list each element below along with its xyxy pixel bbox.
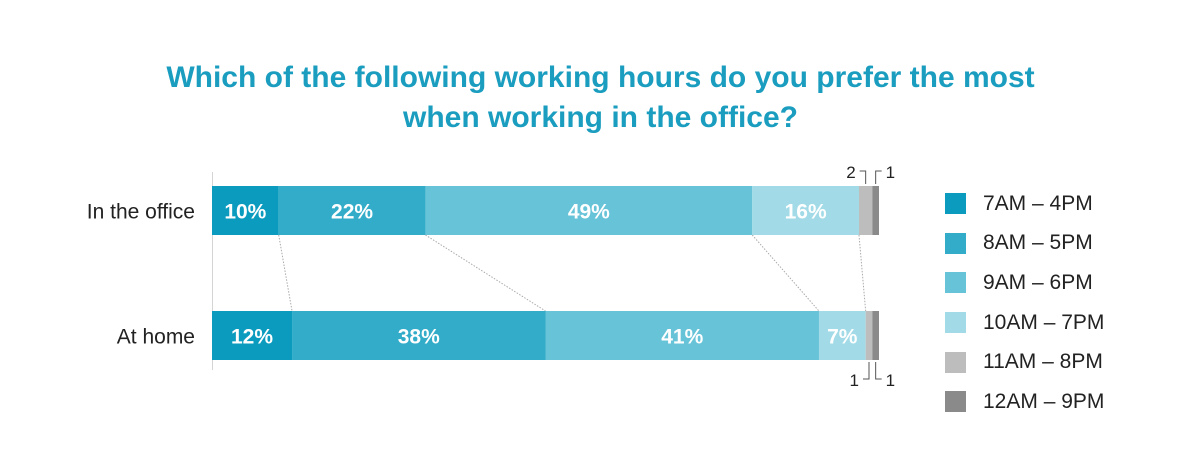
data-label: 38% [398, 326, 440, 349]
data-label: 12% [231, 326, 273, 349]
chart-title: Which of the following working hours do … [0, 58, 1201, 138]
connector-line [751, 234, 820, 312]
bar-segment [545, 311, 819, 360]
bar-segment [858, 186, 873, 235]
chart-title-line-1: Which of the following working hours do … [166, 61, 1035, 94]
connector-line [278, 234, 293, 312]
bar-segment [425, 186, 753, 235]
connector-line [425, 234, 546, 312]
legend-swatch [945, 272, 966, 294]
legend-swatch [945, 391, 966, 413]
callout-label: 2 [846, 163, 855, 182]
connector-line [858, 234, 867, 312]
callout-label: 1 [886, 163, 895, 182]
legend-swatch [945, 312, 966, 334]
legend-item: 12AM – 9PM [945, 382, 1104, 422]
bar-segment [212, 311, 293, 360]
category-label: In the office [87, 201, 195, 224]
bar-segment [292, 311, 546, 360]
callout-label: 1 [886, 371, 895, 390]
legend-item: 9AM – 6PM [945, 263, 1104, 303]
data-label: 22% [331, 201, 373, 224]
legend-label: 7AM – 4PM [983, 191, 1093, 215]
legend-swatch [945, 193, 966, 215]
legend-item: 7AM – 4PM [945, 184, 1104, 224]
legend-swatch [945, 351, 966, 373]
callout-leader [875, 170, 882, 184]
legend-item: 8AM – 5PM [945, 224, 1104, 264]
legend-label: 10AM – 7PM [983, 310, 1105, 334]
data-label: 41% [661, 326, 703, 349]
callout-leader [875, 362, 882, 380]
legend-label: 12AM – 9PM [983, 389, 1105, 413]
data-label: 49% [568, 201, 610, 224]
category-label: At home [117, 326, 195, 349]
bar-segment [212, 186, 279, 235]
chart-title-line-2: when working in the office? [402, 101, 798, 134]
bar-segment [278, 186, 426, 235]
data-label: 10% [224, 201, 266, 224]
bar-segment [872, 311, 879, 360]
legend-item: 11AM – 8PM [945, 342, 1104, 382]
legend-label: 8AM – 5PM [983, 231, 1093, 255]
data-label: 16% [785, 201, 827, 224]
legend-label: 9AM – 6PM [983, 270, 1093, 294]
bar-segment [872, 186, 879, 235]
legend-label: 11AM – 8PM [983, 350, 1103, 374]
chart-legend: 7AM – 4PM 8AM – 5PM 9AM – 6PM 10AM – 7PM 11A… [945, 184, 1104, 422]
callout-leader [859, 170, 867, 184]
callout-label: 1 [850, 371, 859, 390]
bar-segment [752, 186, 859, 235]
bar-segment [865, 311, 873, 360]
legend-swatch [945, 232, 966, 254]
bar-segment [818, 311, 866, 360]
callout-leader [862, 362, 870, 380]
data-label: 7% [827, 326, 858, 349]
legend-item: 10AM – 7PM [945, 303, 1104, 343]
